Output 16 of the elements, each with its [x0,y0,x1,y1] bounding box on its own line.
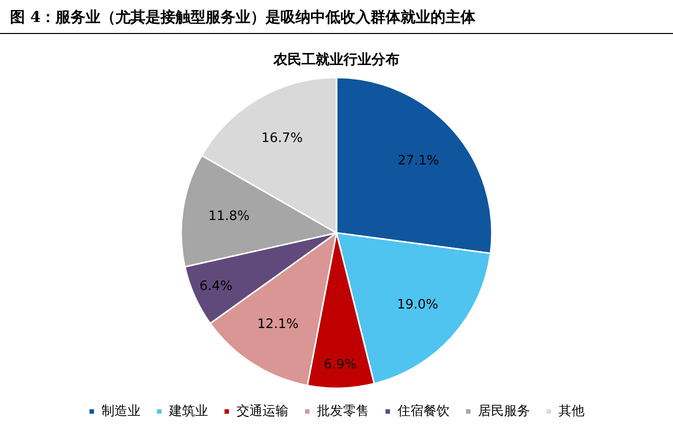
chart-subtitle: 农民工就业行业分布 [272,52,400,68]
data-label: 27.1% [398,154,439,169]
legend-label: 居民服务 [478,404,530,419]
data-label: 6.4% [199,279,232,294]
data-label: 19.0% [396,298,438,313]
data-label: 16.7% [261,131,303,146]
data-label: 11.8% [208,208,250,224]
legend-label: 其他 [558,404,584,419]
legend-label: 批发零售 [316,404,369,419]
legend-label: 制造业 [101,404,140,419]
data-label: 12.1% [257,316,299,332]
legend-label: 建筑业 [168,404,208,419]
data-label: 6.9% [324,357,357,372]
legend-label: 交通运输 [236,402,288,419]
legend-label: 住宿餐饮 [396,402,450,419]
chart-title: 图 4：服务业（尤其是接触型服务业）是吸纳中低收入群体就业的主体 [0,0,673,34]
